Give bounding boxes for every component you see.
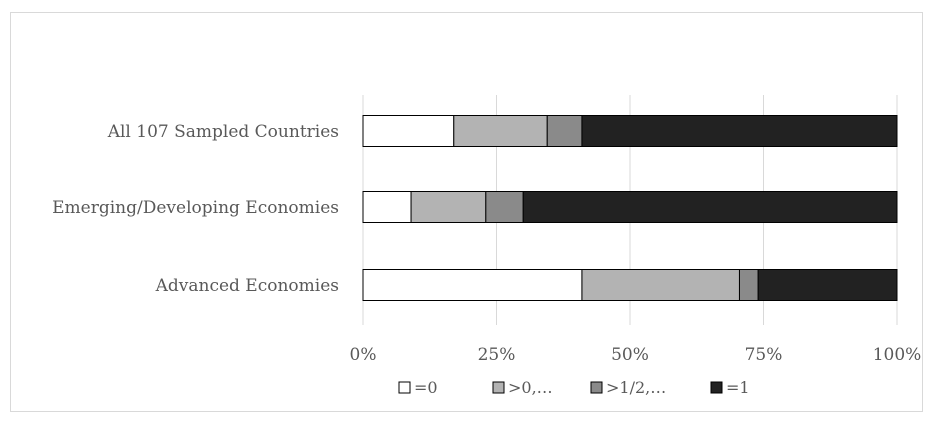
- bar-segment-0-1: [453, 115, 548, 147]
- legend-swatch-0: [398, 381, 411, 394]
- legend-label-0: =0: [414, 378, 438, 397]
- legend-label-2: >1/2,…: [606, 378, 666, 397]
- bar-segment-1-2: [485, 191, 524, 223]
- bar-segment-2-3: [757, 269, 898, 301]
- x-tick-label-2: 50%: [611, 345, 649, 365]
- category-label-2: Advanced Economies: [155, 276, 339, 296]
- x-tick-label-1: 25%: [478, 345, 516, 365]
- legend-swatch-3: [710, 381, 723, 394]
- category-label-0: All 107 Sampled Countries: [107, 122, 339, 142]
- bar-segment-0-3: [581, 115, 898, 147]
- category-label-1: Emerging/Developing Economies: [52, 198, 339, 218]
- legend-swatch-1: [492, 381, 505, 394]
- bar-segment-2-2: [738, 269, 759, 301]
- legend-swatch-2: [590, 381, 603, 394]
- bar-segment-1-1: [410, 191, 487, 223]
- bar-segment-1-3: [522, 191, 898, 223]
- bar-segment-1-0: [362, 191, 412, 223]
- bar-segment-2-0: [362, 269, 583, 301]
- x-tick-label-0: 0%: [350, 345, 377, 365]
- legend-label-1: >0,…: [508, 378, 553, 397]
- bar-segment-0-0: [362, 115, 455, 147]
- bar-segment-0-2: [546, 115, 583, 147]
- bar-segment-2-1: [581, 269, 740, 301]
- legend-label-3: =1: [726, 378, 750, 397]
- x-tick-label-3: 75%: [745, 345, 783, 365]
- x-tick-label-4: 100%: [873, 345, 922, 365]
